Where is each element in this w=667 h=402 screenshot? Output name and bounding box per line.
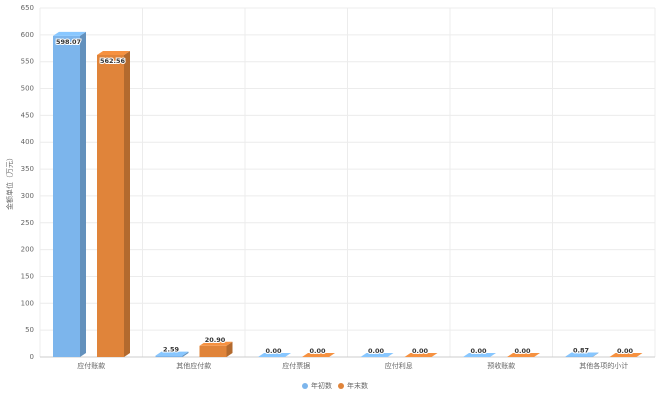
bar — [463, 353, 496, 357]
bar — [360, 353, 394, 357]
bar-top — [609, 353, 643, 357]
bar-side — [182, 351, 189, 357]
bar-top — [155, 351, 189, 356]
data-label: 0.00 — [617, 347, 634, 355]
x-tick-label: 应付账款 — [77, 361, 105, 370]
legend-label: 年末数 — [347, 381, 368, 390]
y-tick-label: 100 — [21, 299, 34, 307]
bar — [404, 353, 438, 357]
y-tick-label: 150 — [21, 272, 34, 280]
bar-top — [97, 50, 130, 55]
bar-side — [80, 31, 86, 357]
data-label: 0.00 — [265, 347, 282, 355]
bar — [302, 353, 335, 357]
y-tick-label: 0 — [30, 353, 34, 361]
y-tick-label: 50 — [25, 326, 34, 334]
data-label: 0.00 — [514, 347, 531, 355]
y-tick-label: 650 — [21, 4, 34, 12]
data-label: 0.00 — [470, 347, 487, 355]
y-tick-label: 400 — [21, 138, 34, 146]
bar — [155, 351, 189, 357]
bar-side — [226, 341, 233, 357]
data-label: 0.00 — [412, 347, 429, 355]
bar-front — [199, 345, 227, 357]
legend-marker — [338, 383, 344, 389]
bar — [258, 353, 291, 357]
bar — [97, 50, 130, 358]
bar — [507, 353, 540, 357]
bar — [565, 352, 599, 357]
bar-top — [199, 341, 233, 346]
bar-front — [53, 35, 80, 357]
x-tick-label: 预收账款 — [487, 361, 515, 370]
bar-side — [124, 50, 130, 358]
bar-top — [302, 353, 335, 357]
x-tick-label: 应付票据 — [282, 361, 310, 370]
y-tick-label: 300 — [21, 192, 34, 200]
data-label: 562.56 — [100, 57, 126, 65]
bar-top — [258, 353, 291, 357]
bar-top — [507, 353, 540, 357]
y-tick-label: 600 — [21, 31, 34, 39]
bar-front — [97, 54, 124, 358]
bar-front — [155, 355, 183, 357]
x-tick-label: 其他各项的小计 — [579, 361, 628, 370]
y-tick-label: 500 — [21, 85, 34, 93]
y-tick-label: 200 — [21, 246, 34, 254]
y-tick-label: 350 — [21, 165, 34, 173]
bar-top — [360, 353, 394, 357]
legend-marker — [302, 383, 308, 389]
y-tick-label: 450 — [21, 111, 34, 119]
data-label: 0.00 — [368, 347, 385, 355]
bar-top — [463, 353, 496, 357]
data-label: 2.59 — [163, 346, 180, 354]
data-label: 20.90 — [205, 336, 226, 344]
data-label: 598.07 — [56, 38, 81, 46]
legend-label: 年初数 — [311, 381, 332, 390]
x-tick-label: 其他应付款 — [176, 361, 211, 370]
y-tick-label: 550 — [21, 58, 34, 66]
data-label: 0.00 — [309, 347, 326, 355]
x-tick-label: 应付利息 — [385, 361, 413, 370]
bar-top — [404, 353, 438, 357]
y-tick-label: 250 — [21, 219, 34, 227]
bar-side — [592, 352, 599, 357]
y-axis-title: 金额单位（万元） — [5, 154, 14, 210]
bar — [609, 353, 643, 357]
bar-top — [53, 31, 86, 36]
bar — [53, 31, 86, 357]
bar — [199, 341, 233, 357]
bar-top — [565, 352, 599, 357]
data-label: 0.87 — [573, 347, 589, 355]
